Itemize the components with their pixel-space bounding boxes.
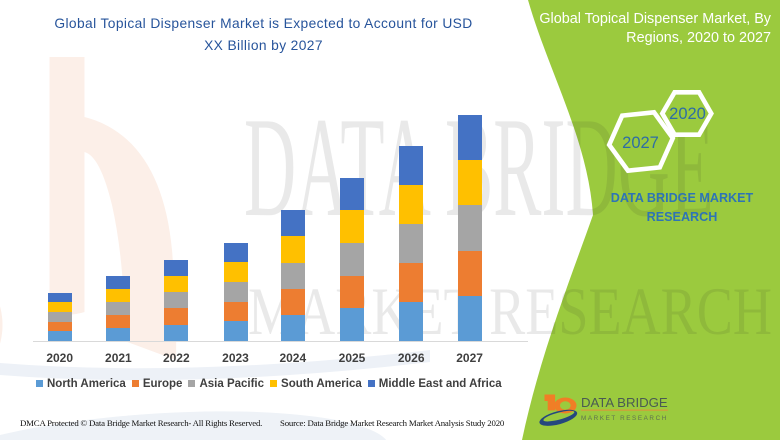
svg-text:MARKET RESEARCH: MARKET RESEARCH <box>581 415 668 422</box>
svg-text:DATA BRIDGE: DATA BRIDGE <box>581 395 668 410</box>
svg-text:MARKET RESEARCH: MARKET RESEARCH <box>248 273 772 349</box>
